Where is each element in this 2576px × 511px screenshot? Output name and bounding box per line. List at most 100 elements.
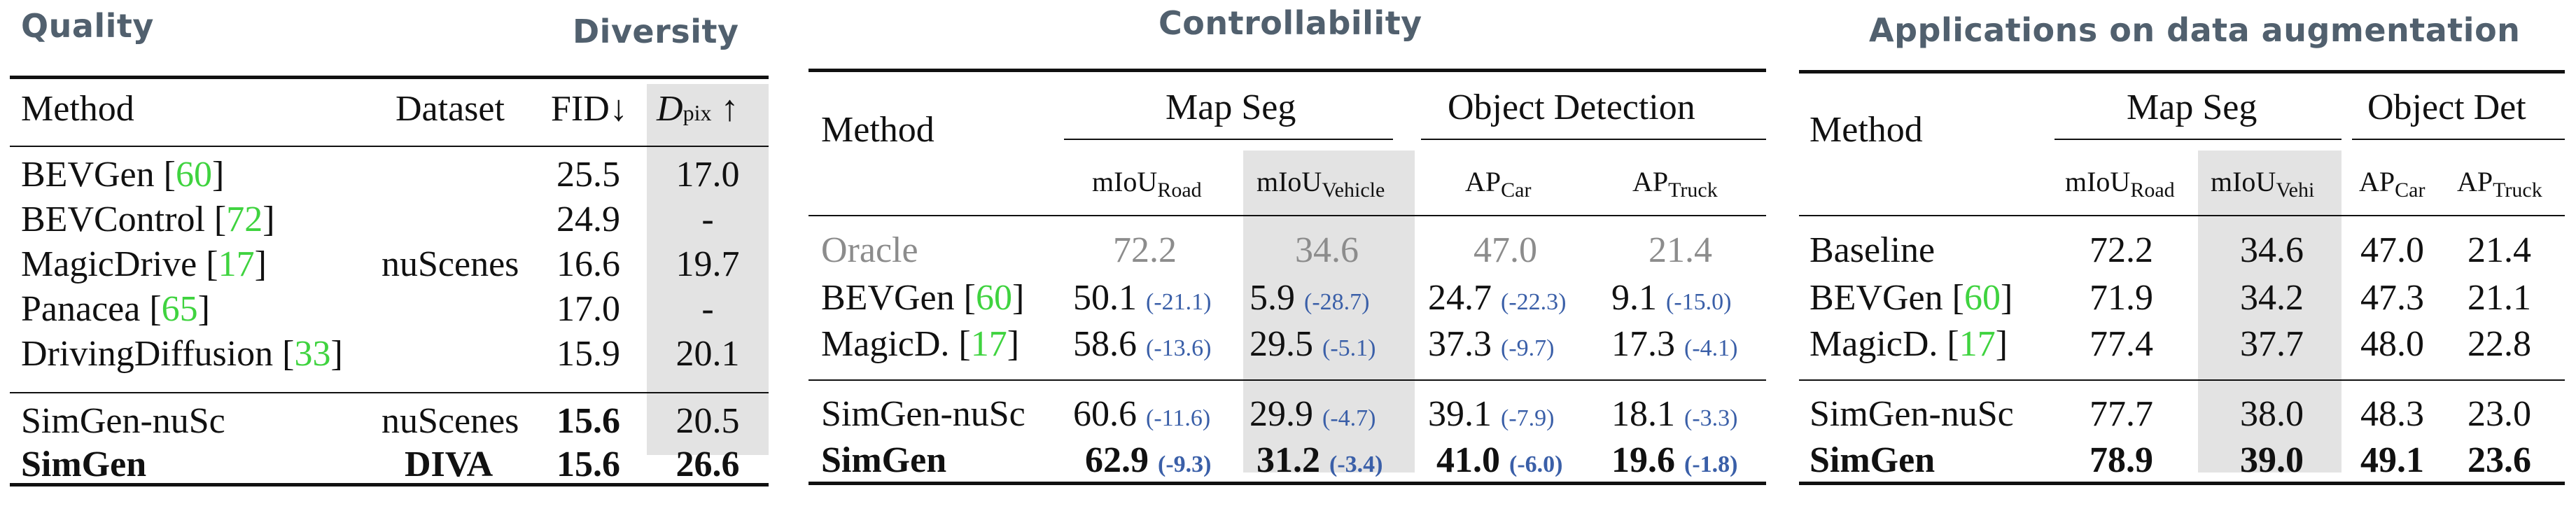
oracle-cell: 21.4 bbox=[1648, 230, 1712, 270]
method-row: BEVGen [60] bbox=[1809, 278, 2013, 318]
col-miou-road: mIoURoad bbox=[2065, 166, 2175, 202]
value-cell: 22.8 bbox=[2468, 324, 2531, 364]
oracle-cell: 47.0 bbox=[1474, 230, 1537, 270]
dataset-cell: nuScenes bbox=[382, 244, 519, 284]
group-rule-mapseg bbox=[2054, 139, 2342, 140]
col-ap-truck: APTruck bbox=[2457, 166, 2542, 202]
fid-cell: 16.6 bbox=[556, 244, 620, 284]
method-row: Panacea [65] bbox=[21, 289, 210, 329]
value-cell: 21.1 bbox=[2468, 278, 2531, 318]
dataset-cell: nuScenes bbox=[382, 401, 519, 441]
mid-rule bbox=[1799, 379, 2565, 381]
value-cell: 47.0 bbox=[2360, 230, 2424, 270]
value-cell: 19.6 (-1.8) bbox=[1611, 440, 1738, 480]
mid-rule bbox=[808, 379, 1766, 381]
value-cell: 47.3 bbox=[2360, 278, 2424, 318]
method-row: SimGen bbox=[821, 440, 947, 480]
dpix-cell: 19.7 bbox=[676, 244, 740, 284]
header-rule bbox=[1799, 215, 2565, 216]
header-rule bbox=[10, 146, 769, 147]
value-cell: 72.2 bbox=[2090, 230, 2153, 270]
method-row: BEVControl [72] bbox=[21, 200, 275, 239]
value-cell: 23.0 bbox=[2468, 394, 2531, 434]
method-row: BEVGen [60] bbox=[821, 278, 1025, 318]
value-cell: 48.3 bbox=[2360, 394, 2424, 434]
oracle-label: Oracle bbox=[821, 230, 918, 270]
method-row: DrivingDiffusion [33] bbox=[21, 334, 343, 374]
value-cell: 17.3 (-4.1) bbox=[1611, 324, 1738, 364]
fid-cell: 15.6 bbox=[556, 444, 620, 484]
fid-cell: 15.6 bbox=[556, 401, 620, 441]
value-cell: 38.0 bbox=[2240, 394, 2304, 434]
fid-cell: 25.5 bbox=[556, 155, 620, 195]
dpix-cell: 26.6 bbox=[676, 444, 740, 484]
header-rule bbox=[808, 215, 1766, 216]
col-dpix: Dpix ↑ bbox=[657, 89, 739, 129]
value-cell: 31.2 (-3.4) bbox=[1256, 440, 1383, 480]
oracle-cell: 34.6 bbox=[1295, 230, 1359, 270]
method-row: MagicDrive [17] bbox=[21, 244, 267, 284]
value-cell: 48.0 bbox=[2360, 324, 2424, 364]
bottom-rule bbox=[808, 482, 1766, 485]
value-cell: 37.7 bbox=[2240, 324, 2304, 364]
fid-cell: 15.9 bbox=[556, 334, 620, 374]
value-cell: 24.7 (-22.3) bbox=[1428, 278, 1567, 318]
method-row: BEVGen [60] bbox=[21, 155, 225, 195]
col-method: Method bbox=[1809, 110, 1923, 150]
col-miou-road: mIoURoad bbox=[1092, 166, 1202, 202]
method-row: Baseline bbox=[1809, 230, 1935, 270]
col-miou-vehi: mIoUVehi bbox=[2211, 166, 2315, 202]
value-cell: 77.4 bbox=[2090, 324, 2153, 364]
bottom-rule bbox=[10, 483, 769, 486]
diversity-header: Diversity bbox=[573, 13, 739, 50]
method-row: MagicD. [17] bbox=[1809, 324, 2008, 364]
dpix-cell: - bbox=[701, 200, 714, 239]
value-cell: 5.9 (-28.7) bbox=[1250, 278, 1370, 318]
value-cell: 39.1 (-7.9) bbox=[1428, 394, 1555, 434]
value-cell: 49.1 bbox=[2360, 440, 2424, 480]
group-mapseg: Map Seg bbox=[1166, 88, 1296, 127]
value-cell: 60.6 (-11.6) bbox=[1073, 394, 1211, 434]
method-row: SimGen-nuSc bbox=[821, 394, 1026, 434]
col-ap-car: APCar bbox=[2359, 166, 2426, 202]
value-cell: 58.6 (-13.6) bbox=[1073, 324, 1212, 364]
col-miou-vehicle: mIoUVehicle bbox=[1256, 166, 1385, 202]
value-cell: 41.0 (-6.0) bbox=[1436, 440, 1563, 480]
value-cell: 21.4 bbox=[2468, 230, 2531, 270]
method-row: MagicD. [17] bbox=[821, 324, 1020, 364]
dpix-cell: 17.0 bbox=[676, 155, 740, 195]
top-rule bbox=[1799, 70, 2565, 74]
method-row: SimGen-nuSc bbox=[1809, 394, 2014, 434]
method-row: SimGen-nuSc bbox=[21, 401, 225, 441]
value-cell: 29.9 (-4.7) bbox=[1250, 394, 1376, 434]
dataset-cell: DIVA bbox=[405, 444, 493, 484]
col-fid: FID↓ bbox=[551, 89, 628, 129]
value-cell: 23.6 bbox=[2468, 440, 2531, 480]
top-rule bbox=[808, 69, 1766, 72]
col-ap-truck: APTruck bbox=[1632, 166, 1718, 202]
value-cell: 9.1 (-15.0) bbox=[1611, 278, 1732, 318]
value-cell: 50.1 (-21.1) bbox=[1073, 278, 1212, 318]
value-cell: 34.6 bbox=[2240, 230, 2304, 270]
value-cell: 37.3 (-9.7) bbox=[1428, 324, 1555, 364]
value-cell: 29.5 (-5.1) bbox=[1250, 324, 1376, 364]
value-cell: 62.9 (-9.3) bbox=[1085, 440, 1212, 480]
col-ap-car: APCar bbox=[1465, 166, 1532, 202]
group-rule-objdet bbox=[2352, 139, 2565, 140]
group-rule-mapseg bbox=[1064, 139, 1393, 140]
value-cell: 78.9 bbox=[2090, 440, 2153, 480]
oracle-cell: 72.2 bbox=[1113, 230, 1177, 270]
mid-rule bbox=[10, 392, 769, 393]
top-rule bbox=[10, 76, 769, 79]
group-rule-objdet bbox=[1421, 139, 1766, 140]
dpix-cell: 20.1 bbox=[676, 334, 740, 374]
fid-cell: 24.9 bbox=[556, 200, 620, 239]
dpix-cell: 20.5 bbox=[676, 401, 740, 441]
value-cell: 34.2 bbox=[2240, 278, 2304, 318]
value-cell: 71.9 bbox=[2090, 278, 2153, 318]
method-row: SimGen bbox=[1809, 440, 1935, 480]
dpix-cell: - bbox=[701, 289, 714, 329]
method-row: SimGen bbox=[21, 444, 147, 484]
group-objdet: Object Det bbox=[2367, 88, 2526, 127]
bottom-rule bbox=[1799, 482, 2565, 485]
